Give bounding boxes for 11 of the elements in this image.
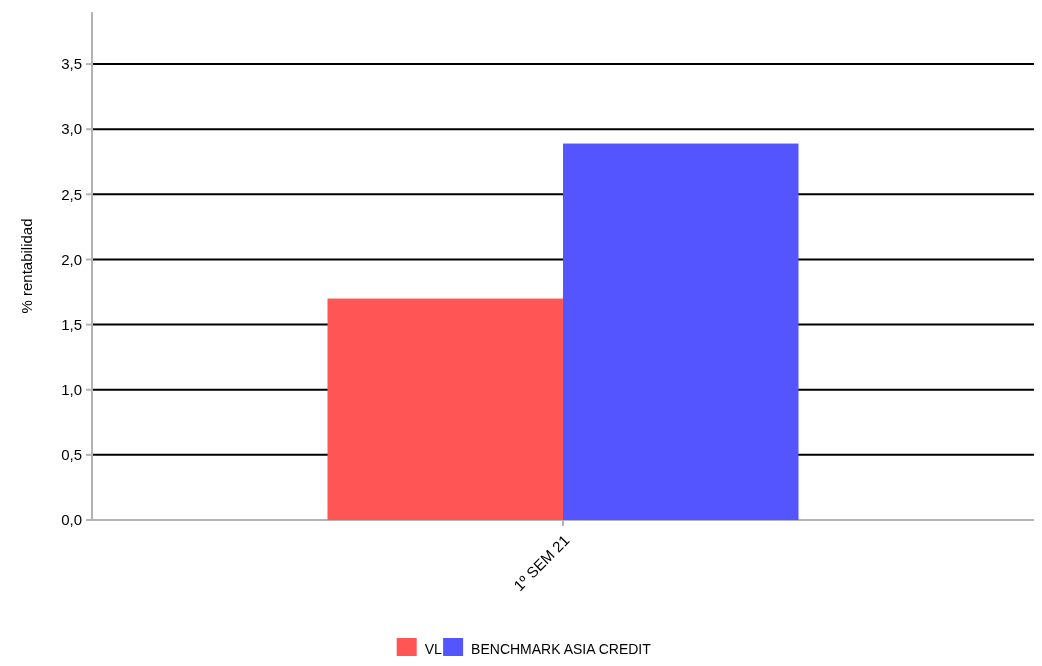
- y-axis-title: % rentabilidad: [18, 218, 35, 314]
- y-tick-label: 3,0: [61, 120, 82, 138]
- legend-label: BENCHMARK ASIA CREDIT: [471, 641, 652, 657]
- y-tick-label: 1,0: [61, 380, 82, 398]
- y-tick-label: 0,0: [61, 511, 82, 529]
- y-tick-label: 0,5: [61, 446, 82, 464]
- y-tick-label: 1,5: [61, 315, 82, 333]
- y-tick-label: 2,5: [61, 185, 82, 203]
- legend-label: VL: [424, 641, 443, 657]
- y-tick-label: 3,5: [61, 55, 82, 73]
- y-tick-label: 2,0: [61, 250, 82, 268]
